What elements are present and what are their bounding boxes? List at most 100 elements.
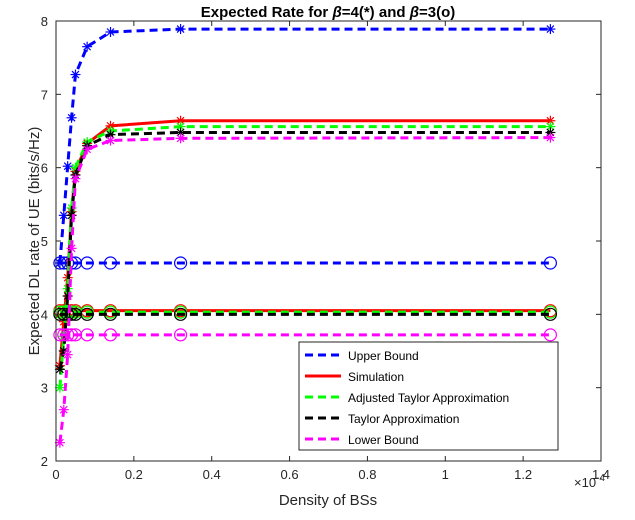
x-axis-label: Density of BSs [279,492,377,509]
legend-label: Taylor Approximation [348,412,459,426]
star-marker-stroke [106,136,115,145]
star-marker [175,121,186,132]
circle-marker [543,256,557,270]
circle-marker [173,328,188,342]
y-tick-label: 7 [41,87,48,102]
star-marker-stroke [83,145,92,154]
y-axis-label: Expected DL rate of UE (bits/s/Hz) [26,127,43,356]
star-marker-stroke [67,113,76,122]
star-marker-stroke [546,116,555,125]
y-tick-label: 5 [41,234,48,249]
circle-marker [80,328,94,342]
star-marker [175,24,186,35]
x-multiplier-base: ×10 [574,475,596,490]
star-marker-stroke [67,244,76,253]
x-tick-label: 0.8 [358,467,376,482]
circle-marker [64,328,79,342]
circle-marker [80,256,94,270]
title-beta-1: β [331,4,341,21]
star-marker-stroke [176,116,185,125]
star-marker-stroke [63,350,72,359]
star-marker-stroke [55,438,64,447]
star-marker [545,121,556,132]
star-marker-stroke [59,211,68,220]
star-marker-stroke [59,347,68,355]
star-marker-stroke [71,174,80,183]
x-tick-label: 0 [52,467,59,482]
star-marker [82,144,93,155]
star-marker [62,161,73,172]
star-marker [545,132,556,143]
x-tick-label: 1 [442,467,449,482]
star-marker [175,127,186,138]
circle-marker [80,307,94,321]
title-prefix: Expected Rate for [201,4,333,21]
star-marker [66,210,77,221]
star-marker [54,258,65,268]
circle-marker [61,328,75,342]
star-marker-stroke [55,383,64,392]
star-marker [58,404,69,415]
star-marker [70,69,81,80]
circle-marker [103,256,118,270]
legend: Upper Bound Simulation Adjusted Taylor App… [298,341,559,451]
x-tick-label: 0.6 [281,467,299,482]
x-tick-label: 0.2 [125,467,143,482]
circle-marker [543,328,557,342]
legend-box [298,341,559,451]
title-mid-2: =3(o) [419,4,455,21]
star-marker-stroke [176,134,185,143]
star-marker [66,243,77,254]
star-marker-stroke [176,122,185,131]
star-marker [545,24,556,35]
star-marker-stroke [546,133,555,142]
star-marker-stroke [546,122,555,131]
x-axis-multiplier: ×10-4 [574,473,605,490]
circle-marker [103,307,118,321]
star-marker [54,364,65,375]
x-multiplier-exp: -4 [596,473,605,484]
series-layer [53,24,557,448]
star-marker-stroke [176,128,185,137]
y-tick-label: 8 [41,14,48,29]
legend-label: Adjusted Taylor Approximation [348,391,509,405]
star-marker-stroke [106,28,115,36]
circle-marker [173,256,188,270]
circle-marker [543,307,557,321]
star-marker-stroke [71,163,80,172]
star-marker [175,133,186,144]
plot-frame [55,20,602,462]
title-mid-1: =4(*) and [342,4,410,21]
chart-title: Expected Rate for β=4(*) and β=3(o) [201,4,456,21]
star-marker [66,112,77,123]
star-marker [54,437,65,448]
y-tick-label: 4 [41,307,48,322]
star-marker-stroke [106,130,115,139]
star-marker [62,349,73,360]
x-tick-label: 0.4 [203,467,221,482]
star-marker-stroke [83,42,92,51]
star-marker [105,27,116,37]
series-beta4 [54,24,556,268]
ticks-layer: 0 0.2 0.4 0.6 0.8 1 1.2 1.4 2 3 4 5 6 7 8 [41,14,610,482]
legend-label: Upper Bound [348,349,419,363]
star-marker-stroke [71,70,80,79]
circle-marker [103,328,118,342]
star-marker [54,382,65,393]
star-marker [105,135,116,146]
legend-label: Lower Bound [348,433,419,447]
legend-label: Simulation [348,370,404,384]
x-tick-label: 1.2 [514,467,532,482]
x-tick-label: 1.4 [592,467,610,482]
star-marker-stroke [55,259,64,267]
series-beta4 [54,132,556,448]
star-marker-stroke [176,25,185,33]
star-marker [82,41,93,52]
star-marker-stroke [67,211,76,220]
y-tick-label: 6 [41,161,48,176]
star-marker-stroke [55,365,64,374]
y-tick-label: 3 [41,381,48,396]
star-marker-stroke [546,25,555,33]
y-tick-label: 2 [41,454,48,469]
